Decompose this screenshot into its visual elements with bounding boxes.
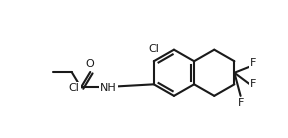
Text: Cl: Cl [148,43,159,54]
Text: O: O [86,59,95,69]
Text: Cl: Cl [69,83,79,93]
Text: F: F [250,79,256,89]
Text: NH: NH [100,83,117,93]
Text: F: F [250,58,256,68]
Text: F: F [237,98,244,108]
